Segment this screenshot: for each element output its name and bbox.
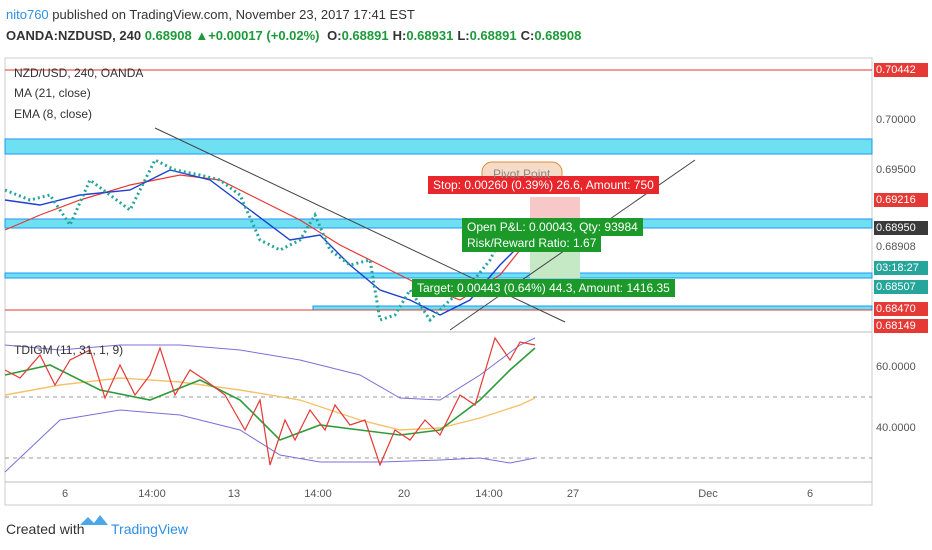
zone — [4, 272, 873, 279]
time-label: 14:00 — [475, 488, 503, 500]
pnl-box[interactable]: Open P&L: 0.00043, Qty: 93984 — [462, 218, 643, 236]
time-label: 13 — [227, 488, 241, 500]
author[interactable]: nito760 — [6, 7, 49, 22]
indicator-label: 40.0000 — [876, 422, 916, 434]
ohlc-label: C: — [520, 28, 535, 43]
fast-line — [4, 336, 536, 467]
price-label: 0.68470 — [874, 302, 928, 316]
ema-line — [4, 169, 521, 316]
indicator-label: 60.0000 — [876, 361, 916, 373]
zone — [4, 218, 873, 229]
stop-zone — [530, 197, 580, 222]
price-label: 0.68507 — [874, 280, 928, 294]
price: 0.68908 — [144, 28, 192, 43]
upper-band — [4, 337, 536, 401]
ohlc-label: O: — [327, 28, 342, 43]
pivot-label: Pivot Point — [493, 167, 551, 181]
change: +0.00017 (+0.02%) — [208, 28, 320, 43]
target-box[interactable]: Target: 0.00443 (0.64%) 44.3, Amount: 14… — [412, 279, 675, 297]
signal-line — [4, 377, 536, 431]
ohlc-value: 0.68931 — [406, 28, 454, 43]
arrow: ▲ — [195, 28, 209, 43]
ohlc-value: 0.68891 — [341, 28, 389, 43]
time-label: 6 — [806, 488, 814, 500]
price-label: 0.69216 — [874, 193, 928, 207]
time-label: 6 — [61, 488, 69, 500]
ohlc-value: 0.68908 — [534, 28, 582, 43]
price-label: 0.69500 — [876, 164, 916, 176]
legend-item: MA (21, close) — [14, 86, 91, 100]
published: published on TradingView.com, November 2… — [48, 7, 415, 22]
price-label: 0.68908 — [876, 241, 916, 253]
price-label: 0.70000 — [876, 114, 916, 126]
slow-line — [4, 347, 536, 441]
ohlc: O:0.68891 H:0.68931 L:0.68891 C:0.68908 — [323, 28, 581, 43]
created-with: Created with — [6, 521, 85, 537]
time-label: 20 — [397, 488, 411, 500]
price-label: 0.68149 — [874, 319, 928, 333]
symbol: OANDA:NZDUSD, 240 — [6, 28, 142, 43]
ohlc-value: 0.68891 — [469, 28, 517, 43]
quote-line: OANDA:NZDUSD, 240 0.68908 ▲+0.00017 (+0.… — [6, 28, 581, 43]
tv-logo — [80, 515, 108, 525]
time-label: 27 — [566, 488, 580, 500]
price-candles — [4, 157, 521, 323]
countdown: 03:18:27 — [874, 261, 928, 275]
ratio-box: Risk/Reward Ratio: 1.67 — [462, 234, 602, 252]
price-label: 0.68950 — [874, 221, 928, 235]
lower-band — [4, 409, 536, 473]
ma-line — [4, 174, 521, 301]
time-label: 14:00 — [304, 488, 332, 500]
time-label: Dec — [698, 488, 718, 500]
price-label: 0.70442 — [874, 63, 928, 77]
ohlc-label: H: — [392, 28, 407, 43]
indicator-name: TDIGM (11, 31, 1, 9) — [14, 343, 124, 357]
brand[interactable]: TradingView — [111, 521, 189, 537]
legend-item: EMA (8, close) — [14, 107, 93, 121]
ohlc-label: L: — [457, 28, 470, 43]
legend-item: NZD/USD, 240, OANDA — [14, 66, 144, 80]
stop-box[interactable]: Stop: 0.00260 (0.39%) 26.6, Amount: 750 — [428, 176, 659, 194]
zone — [4, 138, 873, 155]
time-label: 14:00 — [138, 488, 166, 500]
frame — [4, 57, 873, 506]
header-line: nito760 published on TradingView.com, No… — [6, 7, 415, 22]
